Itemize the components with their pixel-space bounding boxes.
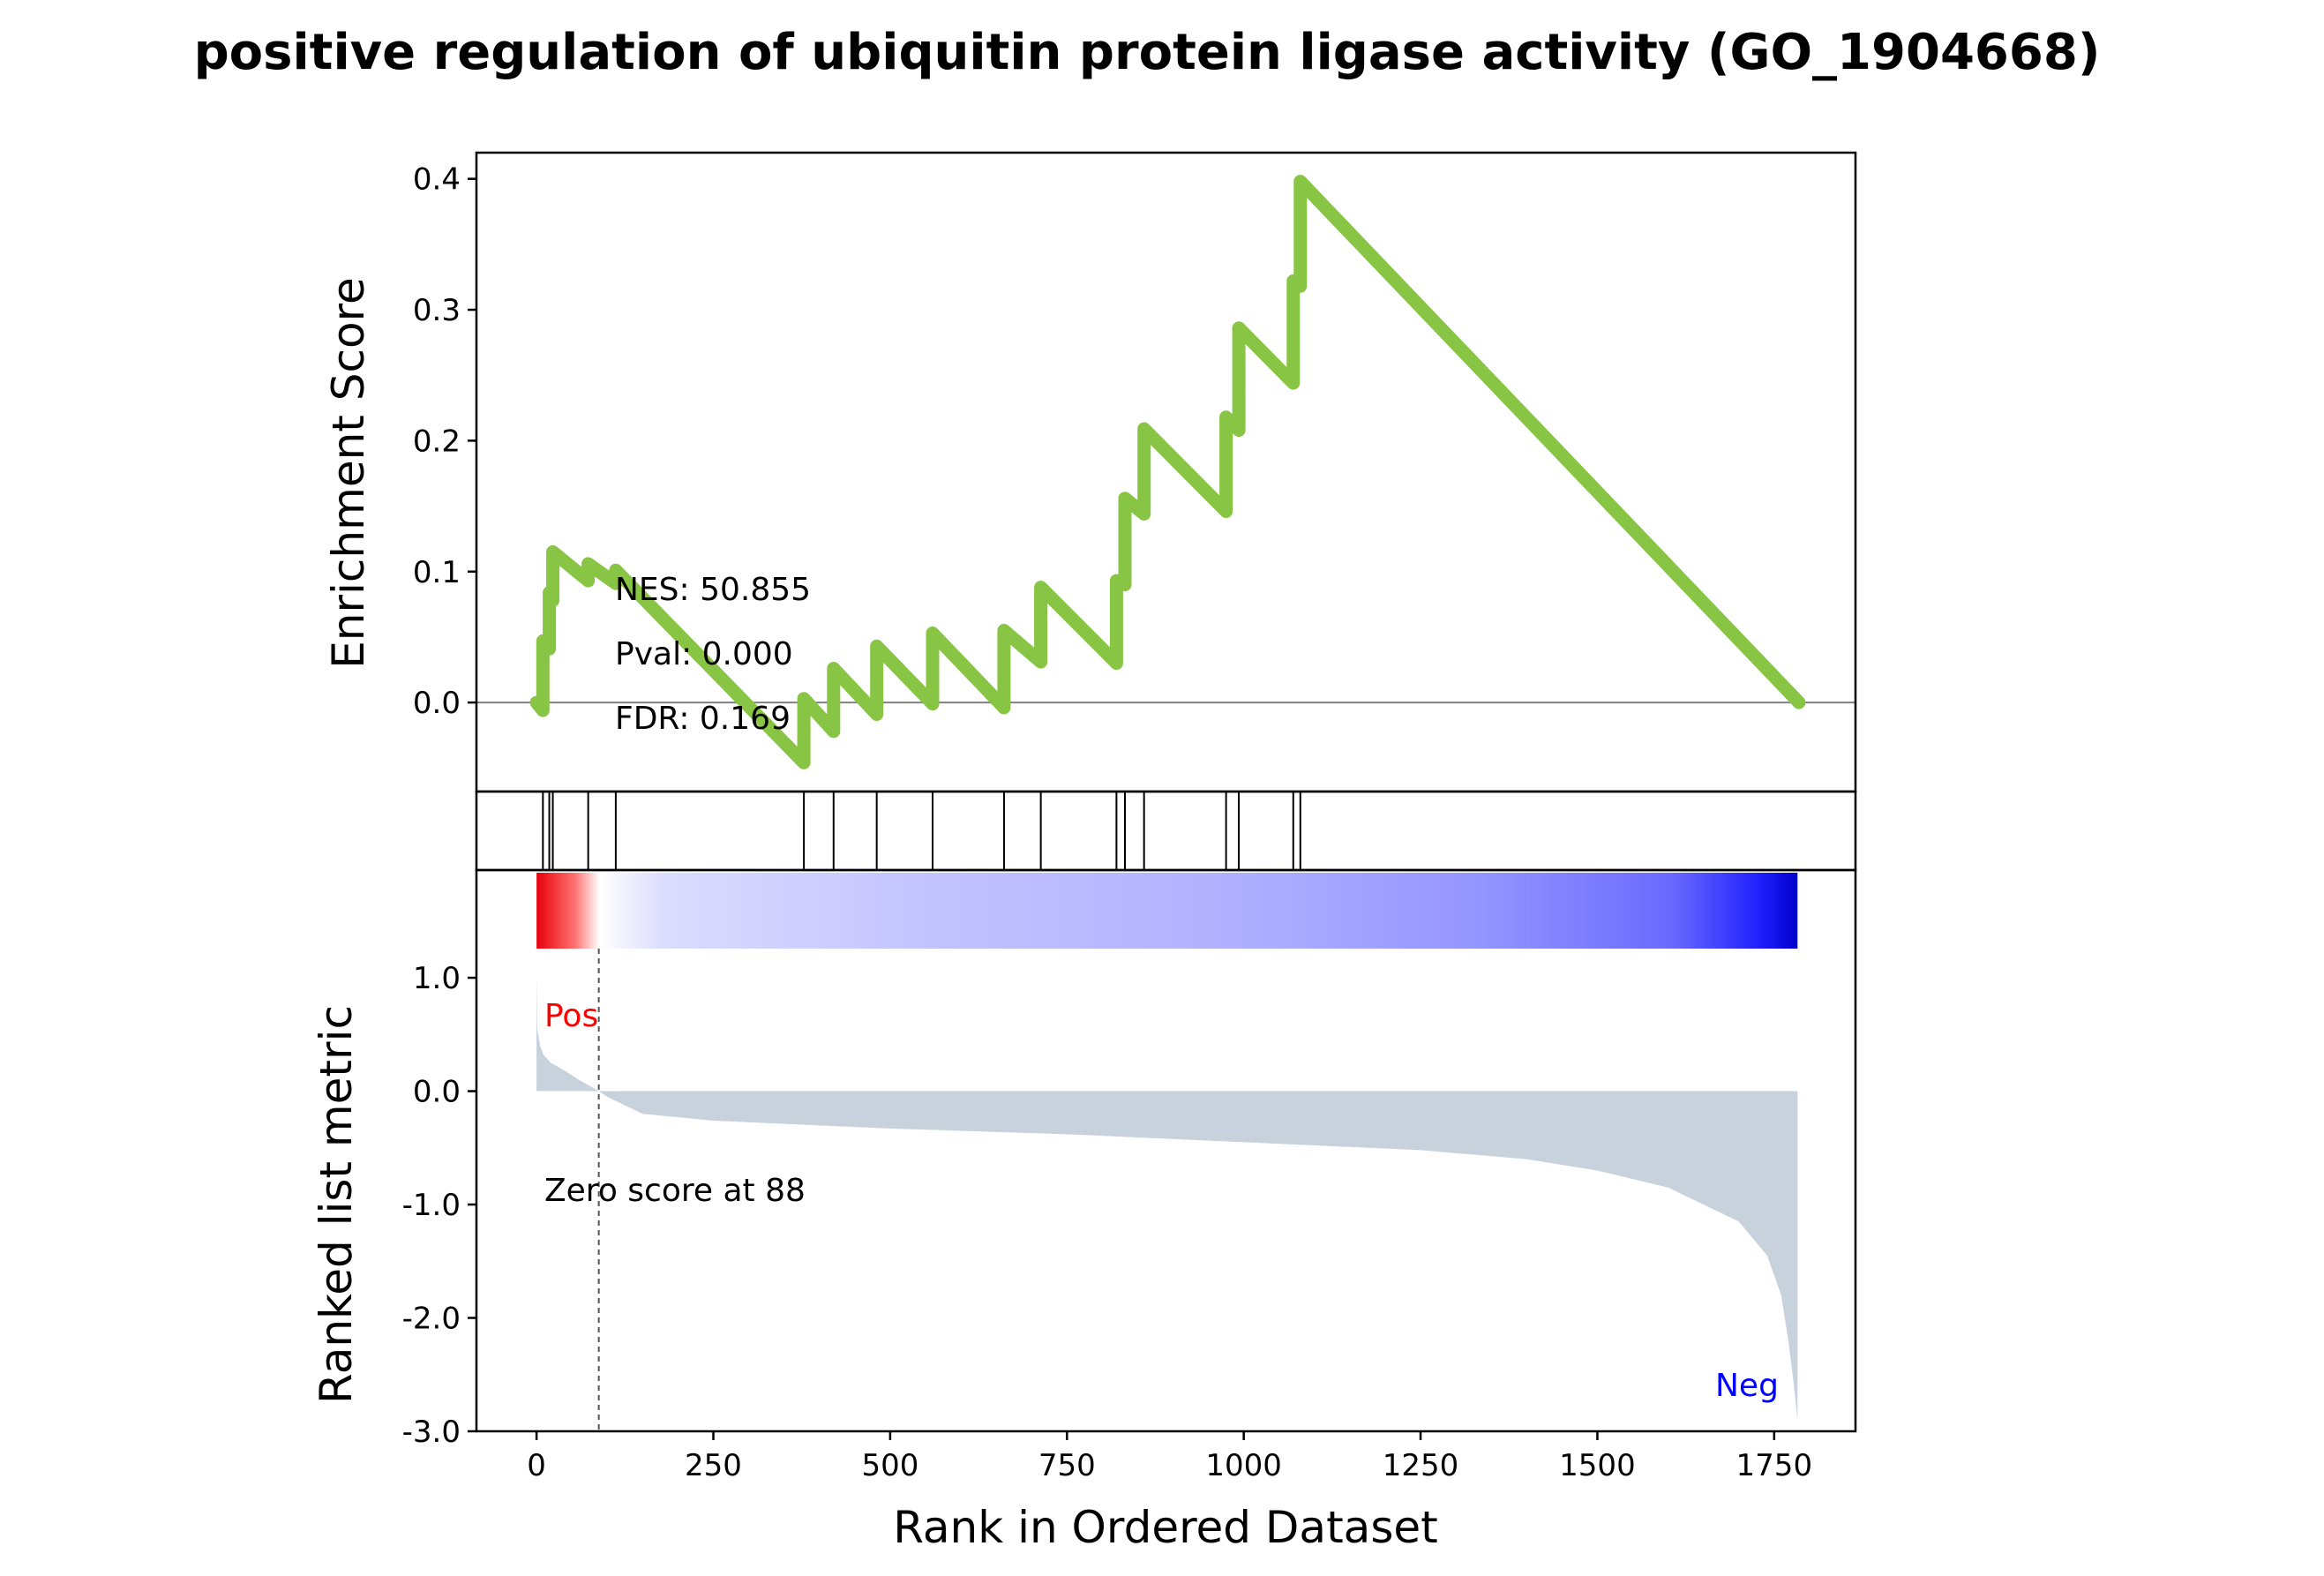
x-tick-label: 1000	[1205, 1448, 1282, 1483]
enrichment-ytick-label: 0.1	[413, 555, 461, 590]
enrichment-ytick-label: 0.2	[413, 424, 461, 459]
chart-title: positive regulation of ubiquitin protein…	[194, 24, 2101, 81]
ranked-ytick-label: -2.0	[402, 1302, 461, 1337]
fdr-annotation: FDR: 0.169	[615, 701, 791, 737]
x-tick-label: 1750	[1736, 1448, 1813, 1483]
pval-annotation: Pval: 0.000	[615, 636, 793, 672]
enrichment-score-line	[529, 175, 1806, 769]
ranked-ytick-label: 0.0	[413, 1075, 461, 1110]
enrichment-ytick-label: 0.4	[413, 162, 461, 198]
x-tick-label: 0	[527, 1448, 546, 1483]
x-tick-label: 250	[685, 1448, 742, 1483]
zero-score-label: Zero score at 88	[544, 1173, 806, 1209]
enrichment-panel: 0.40.30.20.10.0 NES: 50.855 Pval: 0.000 …	[323, 162, 1855, 769]
ranked-panel: 1.0 0.0 -1.0 -2.0 -3.0 Pos Neg Zero score at…	[311, 873, 1798, 1450]
enrichment-ytick-label: 0.0	[413, 686, 461, 721]
enrichment-ytick-label: 0.3	[413, 293, 461, 328]
neg-label: Neg	[1715, 1368, 1779, 1404]
x-axis-label: Rank in Ordered Dataset	[893, 1502, 1437, 1553]
enrichment-ylabel: Enrichment Score	[323, 277, 374, 669]
x-tick-label: 1250	[1383, 1448, 1459, 1483]
x-tick-label: 1500	[1559, 1448, 1636, 1483]
pos-label: Pos	[544, 998, 598, 1034]
hits-frame	[475, 790, 1857, 872]
ranked-ytick-label: 1.0	[413, 961, 461, 996]
ranked-ytick-label: -3.0	[402, 1415, 461, 1450]
hits-panel	[542, 792, 1301, 870]
ranked-ylabel: Ranked list metric	[311, 1005, 362, 1404]
enrichment-frame	[475, 151, 1857, 793]
rank-colorbar	[536, 873, 1798, 949]
nes-annotation: NES: 50.855	[615, 572, 811, 608]
x-tick-label: 750	[1038, 1448, 1096, 1483]
ranked-ytick-label: -1.0	[402, 1188, 461, 1223]
ranked-frame	[475, 868, 1857, 1433]
x-tick-label: 500	[861, 1448, 918, 1483]
